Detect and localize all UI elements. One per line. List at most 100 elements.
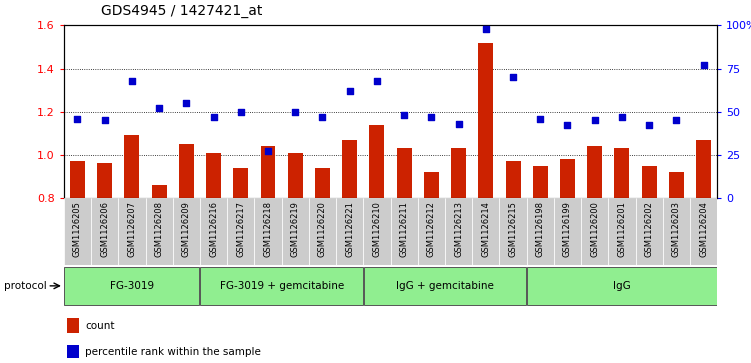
Point (616, 114, 628, 120)
Bar (690, 198, 717, 265)
Bar (505, 161, 520, 363)
Bar (696, 140, 711, 363)
Point (698, 62, 710, 68)
Point (643, 122, 655, 128)
Point (671, 117, 683, 123)
Bar (445, 198, 472, 265)
Text: FG-3019: FG-3019 (110, 281, 154, 291)
Bar (369, 125, 385, 363)
Bar (234, 168, 249, 363)
Text: GSM1126217: GSM1126217 (237, 201, 246, 257)
Text: GSM1126198: GSM1126198 (535, 201, 544, 257)
Bar (201, 267, 363, 305)
Bar (146, 198, 173, 265)
Point (180, 100, 192, 106)
Bar (200, 198, 227, 265)
Text: GSM1126216: GSM1126216 (209, 201, 218, 257)
Text: GSM1126208: GSM1126208 (155, 201, 164, 257)
Point (371, 78, 383, 83)
Point (507, 74, 519, 80)
Text: GSM1126212: GSM1126212 (427, 201, 436, 257)
Bar (70, 161, 85, 363)
Bar (119, 198, 146, 265)
Bar (669, 172, 684, 363)
Text: GSM1126211: GSM1126211 (400, 201, 409, 257)
Point (589, 117, 601, 123)
Text: GSM1126203: GSM1126203 (672, 201, 681, 257)
Bar (527, 267, 716, 305)
Bar (397, 148, 412, 363)
Text: GSM1126210: GSM1126210 (372, 201, 382, 257)
Bar (526, 198, 554, 265)
Bar (206, 152, 221, 363)
Point (98, 117, 110, 123)
Point (398, 112, 410, 118)
Text: protocol: protocol (4, 281, 47, 291)
Bar (472, 198, 499, 265)
Bar (64, 198, 91, 265)
Point (344, 88, 356, 94)
Bar (532, 166, 547, 363)
Bar (173, 198, 200, 265)
Point (316, 114, 328, 120)
Point (480, 26, 492, 32)
Text: GSM1126200: GSM1126200 (590, 201, 599, 257)
Point (153, 105, 165, 111)
Bar (315, 168, 330, 363)
Text: IgG: IgG (613, 281, 631, 291)
Bar (282, 198, 309, 265)
Bar (499, 198, 526, 265)
Text: GSM1126209: GSM1126209 (182, 201, 191, 257)
Bar (67, 318, 79, 333)
Point (262, 148, 274, 154)
Text: GSM1126207: GSM1126207 (128, 201, 137, 257)
Bar (635, 198, 662, 265)
Text: GSM1126201: GSM1126201 (617, 201, 626, 257)
Text: GSM1126202: GSM1126202 (644, 201, 653, 257)
Bar (587, 146, 602, 363)
Text: GSM1126205: GSM1126205 (73, 201, 82, 257)
Bar (451, 148, 466, 363)
Text: GSM1126214: GSM1126214 (481, 201, 490, 257)
Bar (608, 198, 635, 265)
Point (534, 115, 546, 121)
Text: GSM1126219: GSM1126219 (291, 201, 300, 257)
Text: GSM1126218: GSM1126218 (264, 201, 273, 257)
Bar (614, 148, 629, 363)
Bar (418, 198, 445, 265)
Bar (560, 159, 575, 363)
Text: GSM1126213: GSM1126213 (454, 201, 463, 257)
Text: GSM1126204: GSM1126204 (699, 201, 708, 257)
Bar (662, 198, 690, 265)
Bar (91, 198, 119, 265)
Bar (581, 198, 608, 265)
Text: count: count (86, 321, 115, 331)
Text: GSM1126199: GSM1126199 (563, 201, 572, 257)
Text: percentile rank within the sample: percentile rank within the sample (86, 347, 261, 357)
Bar (554, 198, 581, 265)
Bar (288, 152, 303, 363)
Bar (227, 198, 255, 265)
Text: GSM1126220: GSM1126220 (318, 201, 327, 257)
Bar (342, 140, 357, 363)
Text: FG-3019 + gemcitabine: FG-3019 + gemcitabine (219, 281, 344, 291)
Bar (125, 135, 140, 363)
Bar (97, 163, 112, 363)
Text: IgG + gemcitabine: IgG + gemcitabine (396, 281, 494, 291)
Bar (261, 146, 276, 363)
Point (71, 115, 83, 121)
Bar (478, 42, 493, 363)
Point (235, 109, 247, 115)
Point (453, 121, 465, 127)
Bar (255, 198, 282, 265)
Text: GSM1126215: GSM1126215 (508, 201, 517, 257)
Bar (363, 198, 391, 265)
Bar (67, 345, 79, 358)
Point (562, 122, 574, 128)
Bar (641, 166, 656, 363)
Bar (309, 198, 336, 265)
Bar (391, 198, 418, 265)
Bar (179, 144, 194, 363)
Point (425, 114, 437, 120)
Point (207, 114, 219, 120)
